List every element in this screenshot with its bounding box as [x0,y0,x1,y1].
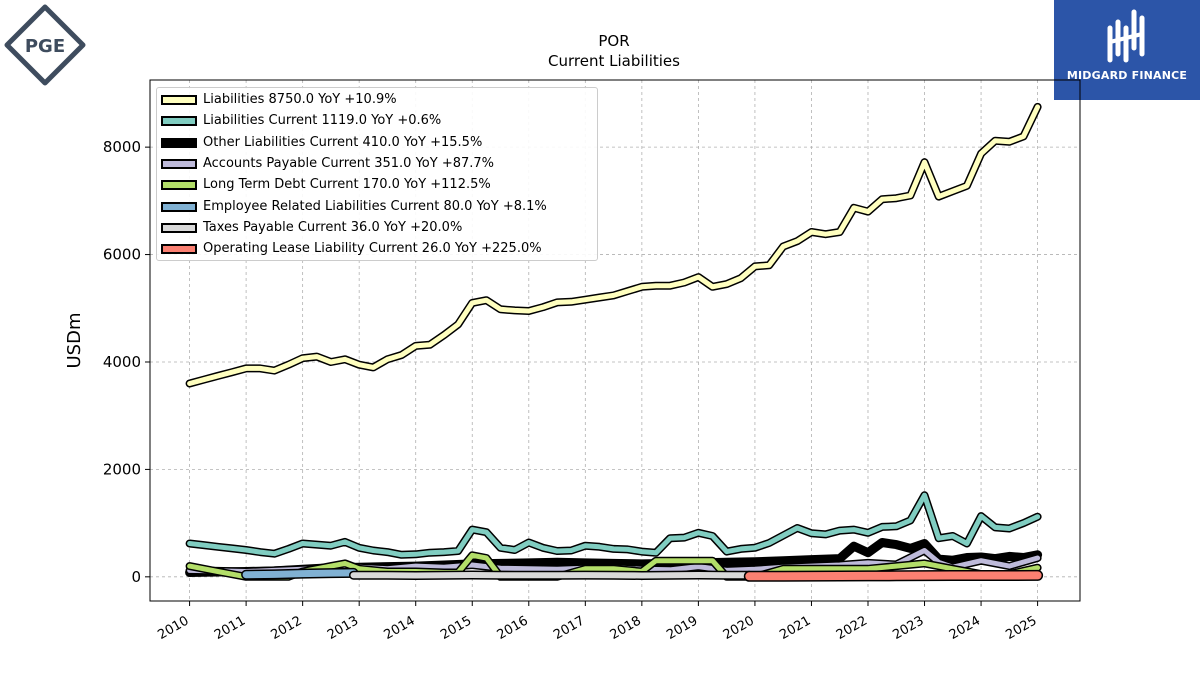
legend-swatch [161,158,197,169]
midgard-logo: MIDGARD FINANCE [1054,0,1200,100]
x-tick-label: 2020 [721,613,757,643]
legend-swatch [161,180,197,191]
series-line [187,492,1041,558]
x-tick-label: 2014 [382,613,418,643]
legend-item-liabilities-current: Liabilities Current 1119.0 YoY +0.6% [157,111,597,131]
pge-diamond-icon: PGE [4,4,86,86]
y-axis-label: USDm [64,313,85,369]
legend-item-other-liabilities-current: Other Liabilities Current 410.0 YoY +15.… [157,133,597,153]
legend-swatch [161,201,197,212]
legend-label: Long Term Debt Current 170.0 YoY +112.5% [203,177,491,193]
chart-subtitle: Current Liabilities [548,52,680,70]
x-tick-label: 2021 [777,613,813,643]
y-tick-label: 6000 [103,246,141,264]
x-tick-label: 2012 [268,613,304,643]
legend: Liabilities 8750.0 YoY +10.9% Liabilities… [156,87,598,261]
legend-swatch [161,222,197,233]
legend-label: Other Liabilities Current 410.0 YoY +15.… [203,134,483,150]
x-tick-label: 2010 [155,613,191,643]
y-tick-label: 4000 [103,353,141,371]
legend-label: Liabilities 8750.0 YoY +10.9% [203,92,397,107]
series-liabilities [185,102,1042,388]
plot-frame [149,79,1081,602]
series-taxes-payable-current [349,570,754,580]
legend-swatch [161,95,197,105]
y-tick-label: 0 [131,568,141,586]
x-tick-label: 2024 [947,613,983,643]
legend-item-liabilities: Liabilities 8750.0 YoY +10.9% [157,90,597,110]
series-layer [185,102,1044,582]
x-tick-label: 2019 [664,613,700,643]
legend-swatch [161,244,197,255]
series-line [242,569,357,579]
x-tick-label: 2022 [834,613,870,643]
y-tick-label: 8000 [103,138,141,156]
x-tick-label: 2015 [438,613,474,643]
legend-item-operating-lease-liability-current: Operating Lease Liability Current 26.0 Y… [157,239,597,259]
series-liabilities-current [185,491,1042,559]
legend-item-long-term-debt-current: Long Term Debt Current 170.0 YoY +112.5% [157,175,597,195]
series-line [745,571,1042,581]
legend-swatch [161,116,197,127]
legend-label: Accounts Payable Current 351.0 YoY +87.7… [203,155,495,171]
legend-item-employee-related-liabilities-current: Employee Related Liabilities Current 80.… [157,197,597,217]
midgard-logo-icon [1107,9,1145,63]
x-tick-label: 2017 [551,613,587,643]
legend-label: Operating Lease Liability Current 26.0 Y… [203,241,542,257]
legend-swatch [161,137,197,148]
x-tick-label: 2018 [608,613,644,643]
legend-label: Liabilities Current 1119.0 YoY +0.6% [203,113,442,129]
x-tick-label: 2025 [1003,613,1039,643]
x-tick-label: 2011 [212,613,248,643]
series-operating-lease-liability-current [743,569,1044,582]
series-line [350,572,753,579]
x-tick-label: 2023 [890,613,926,643]
legend-item-taxes-payable-current: Taxes Payable Current 36.0 YoY +20.0% [157,218,597,238]
chart-title: POR [598,32,630,50]
y-tick-label: 2000 [103,460,141,478]
x-tick-label: 2013 [325,613,361,643]
legend-label: Taxes Payable Current 36.0 YoY +20.0% [203,219,463,235]
legend-label: Employee Related Liabilities Current 80.… [203,198,547,214]
midgard-logo-text: MIDGARD FINANCE [1066,69,1188,82]
legend-item-accounts-payable-current: Accounts Payable Current 351.0 YoY +87.7… [157,154,597,174]
series-line [187,104,1041,386]
series-employee-related-liabilities-current [241,567,359,580]
pge-logo: PGE [4,4,86,86]
x-tick-label: 2016 [495,613,531,643]
pge-logo-text: PGE [25,36,65,57]
